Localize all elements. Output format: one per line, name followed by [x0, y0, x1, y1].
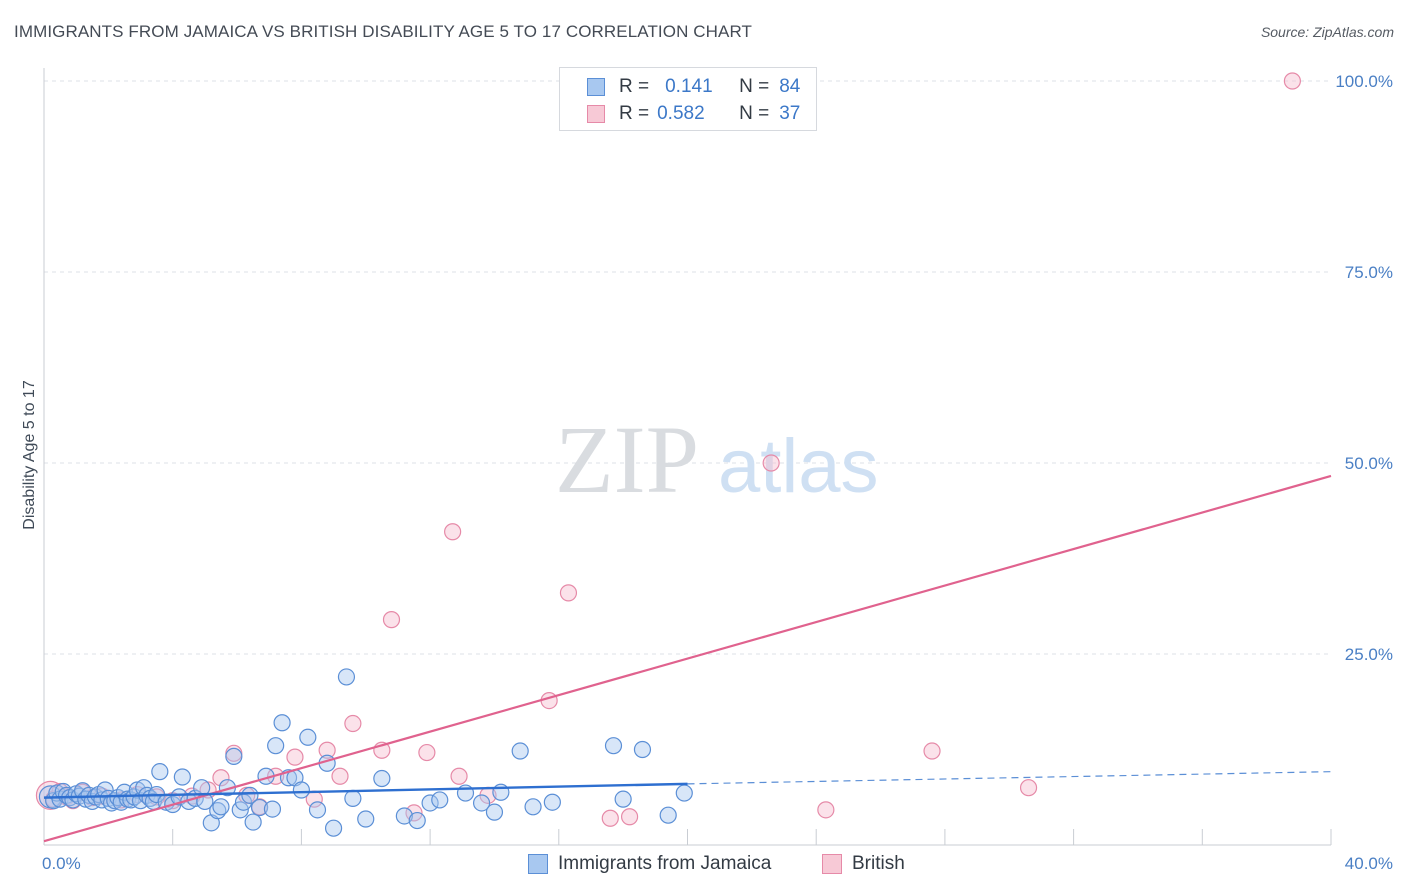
- jamaica-point: [250, 798, 269, 817]
- axes: [43, 68, 1332, 846]
- bottom-legend-swatch-pink: [822, 854, 842, 874]
- jamaica-point: [151, 763, 169, 781]
- jamaica-point: [421, 794, 439, 812]
- y-tick-label: 75.0%: [1345, 263, 1393, 282]
- british-point: [318, 741, 336, 759]
- legend-n-value: 84: [779, 76, 801, 97]
- british-point: [540, 692, 558, 710]
- x-tick-label: 0.0%: [42, 854, 81, 873]
- jamaica-point: [524, 798, 542, 816]
- jamaica-point: [337, 668, 356, 686]
- trendlines: [43, 474, 1332, 843]
- british-point: [559, 584, 578, 602]
- jamaica-point: [267, 737, 285, 755]
- tick-labels: 25.0% 50.0% 75.0% 100.0% 0.0% 40.0%: [42, 72, 1393, 873]
- jamaica-point: [225, 747, 243, 765]
- british-point: [344, 714, 362, 733]
- jamaica-point: [357, 810, 375, 828]
- jamaica-point: [511, 742, 529, 760]
- chart-title: IMMIGRANTS FROM JAMAICA VS BRITISH DISAB…: [14, 22, 753, 41]
- british-point: [762, 454, 780, 472]
- jamaica-trendline: [43, 782, 688, 799]
- x-tick-label: 40.0%: [1345, 854, 1393, 873]
- jamaica-point: [395, 807, 413, 825]
- watermark-zip: ZIP: [555, 406, 699, 513]
- watermark-atlas: atlas: [718, 424, 879, 509]
- jamaica-point: [128, 781, 146, 799]
- jamaica-point: [614, 790, 632, 808]
- british-trendline: [43, 474, 1332, 843]
- y-tick-label: 25.0%: [1345, 645, 1393, 664]
- jamaica-point: [273, 714, 291, 732]
- gridlines: [44, 80, 1331, 655]
- british-point: [382, 611, 401, 629]
- stats-legend: R = 0.141 N = 84 R = 0.582 N = 37: [559, 67, 817, 131]
- british-point: [620, 808, 639, 826]
- jamaica-trendline-extension: [687, 771, 1332, 785]
- british-point: [418, 743, 436, 762]
- jamaica-point: [241, 786, 259, 804]
- british-point: [923, 742, 941, 760]
- jamaica-point: [675, 784, 693, 802]
- y-tick-label: 100.0%: [1335, 72, 1393, 91]
- jamaica-point: [292, 781, 310, 799]
- legend-n-value: 37: [779, 103, 801, 124]
- legend-swatch-blue: [587, 78, 605, 96]
- jamaica-point: [212, 798, 230, 816]
- bottom-legend-swatch-blue: [528, 854, 548, 874]
- legend-r-value: 0.141: [665, 76, 713, 97]
- jamaica-point: [485, 803, 504, 821]
- jamaica-point: [472, 794, 491, 812]
- british-point: [444, 523, 462, 541]
- legend-n-label: N =: [739, 103, 770, 124]
- legend-row-british: R = 0.582 N = 37: [560, 101, 800, 127]
- jamaica-point: [659, 806, 677, 824]
- legend-r-label: R =: [619, 103, 650, 124]
- jamaica-points: [38, 668, 693, 837]
- jamaica-point: [604, 737, 623, 755]
- bottom-legend-british: British: [822, 851, 905, 877]
- british-point: [450, 767, 468, 785]
- jamaica-point: [99, 789, 117, 807]
- jamaica-point: [244, 813, 262, 831]
- legend-swatch-pink: [587, 105, 605, 123]
- jamaica-point: [633, 740, 652, 759]
- source-label: Source: ZipAtlas.com: [1260, 24, 1394, 40]
- jamaica-point: [173, 768, 191, 786]
- british-point: [1283, 72, 1301, 90]
- british-point: [286, 748, 304, 766]
- british-point: [817, 801, 835, 819]
- jamaica-point: [344, 789, 362, 807]
- bottom-legend-jamaica: Immigrants from Jamaica: [528, 851, 771, 877]
- jamaica-point: [324, 819, 343, 837]
- jamaica-point: [308, 801, 327, 819]
- british-point: [601, 809, 619, 827]
- british-point: [331, 767, 349, 785]
- y-tick-label: 50.0%: [1345, 454, 1393, 473]
- jamaica-point: [373, 769, 391, 788]
- jamaica-point: [431, 791, 449, 809]
- jamaica-point: [263, 800, 282, 818]
- bottom-legend-label: British: [852, 853, 905, 874]
- legend-r-value: 0.582: [657, 103, 705, 124]
- jamaica-point: [299, 728, 317, 746]
- legend-row-jamaica: R = 0.141 N = 84: [560, 74, 800, 100]
- british-point: [1019, 779, 1038, 797]
- british-point: [212, 769, 230, 787]
- jamaica-point: [408, 811, 426, 830]
- legend-n-label: N =: [739, 76, 770, 97]
- y-axis-label: Disability Age 5 to 17: [21, 380, 38, 530]
- bottom-legend-label: Immigrants from Jamaica: [558, 853, 772, 874]
- legend-r-label: R =: [619, 76, 650, 97]
- jamaica-point: [543, 793, 561, 811]
